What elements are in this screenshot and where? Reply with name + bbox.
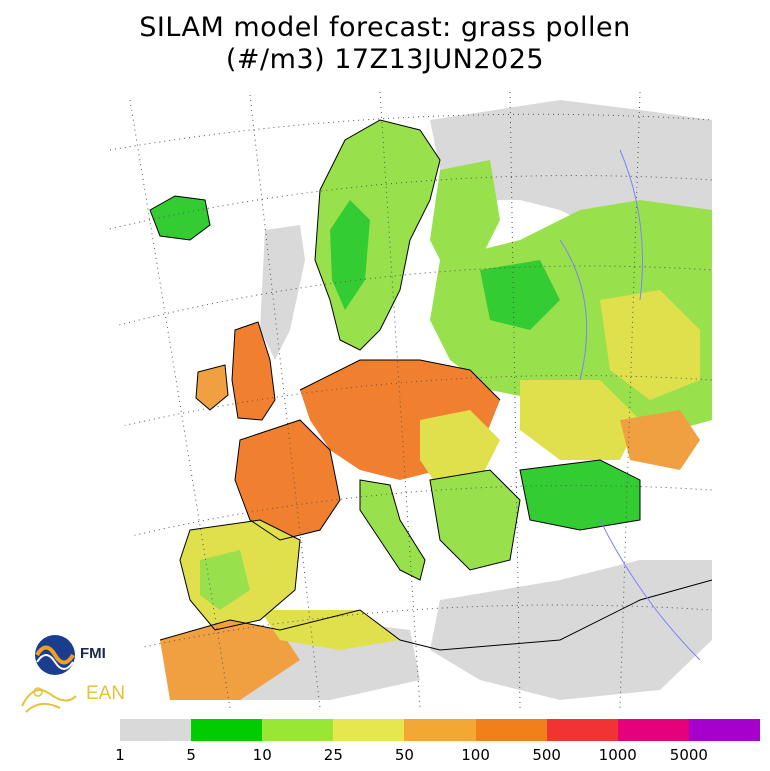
fmi-label: FMI — [80, 645, 106, 662]
ukraine-region — [520, 380, 640, 460]
map-region — [99, 92, 713, 708]
very-low-area-south — [430, 560, 712, 700]
legend-tick-label: 10 — [252, 746, 272, 764]
legend-swatch — [688, 719, 760, 741]
legend-tick-label: 1 — [115, 746, 125, 764]
very-low-area-atlantic — [260, 225, 305, 360]
ean-logo — [21, 687, 77, 713]
coastlines — [149, 119, 713, 651]
legend-tick-label: 5000 — [669, 746, 708, 764]
fmi-logo — [35, 635, 75, 675]
legend-swatch — [404, 719, 476, 741]
scandinavia-green — [330, 200, 370, 310]
legend-tick-label: 5 — [186, 746, 196, 764]
iberia-green — [200, 550, 250, 610]
turkey — [520, 460, 640, 530]
color-legend — [120, 719, 760, 741]
north-africa — [160, 620, 300, 700]
legend-swatch — [475, 719, 547, 741]
legend-swatch — [333, 719, 405, 741]
legend-swatch — [120, 719, 192, 741]
great-britain — [232, 322, 275, 420]
finland — [430, 160, 500, 270]
france — [235, 420, 340, 540]
map-title: SILAM model forecast: grass pollen — [139, 12, 631, 43]
north-africa-yellow — [260, 610, 400, 650]
legend-tick-label: 50 — [394, 746, 414, 764]
legend-tick-label: 100 — [461, 746, 490, 764]
rivers — [559, 149, 701, 661]
legend-swatch — [262, 719, 334, 741]
legend-tick-label: 500 — [532, 746, 561, 764]
caspian-region — [600, 290, 700, 400]
legend-swatch — [546, 719, 618, 741]
iceland — [150, 196, 210, 240]
caucasus-region — [620, 410, 700, 470]
legend-swatch — [617, 719, 689, 741]
central-europe-yellow — [420, 410, 500, 490]
legend-tick-label: 25 — [323, 746, 343, 764]
graticule — [99, 92, 713, 708]
map-subtitle: (#/m3) 17Z13JUN2025 — [225, 44, 545, 75]
italy — [360, 480, 425, 580]
ireland — [196, 365, 228, 410]
balkans — [430, 470, 520, 570]
legend-tick-label: 1000 — [598, 746, 637, 764]
eastern-europe-green — [480, 260, 560, 330]
ean-label: EAN — [86, 683, 126, 704]
legend-swatch — [191, 719, 263, 741]
